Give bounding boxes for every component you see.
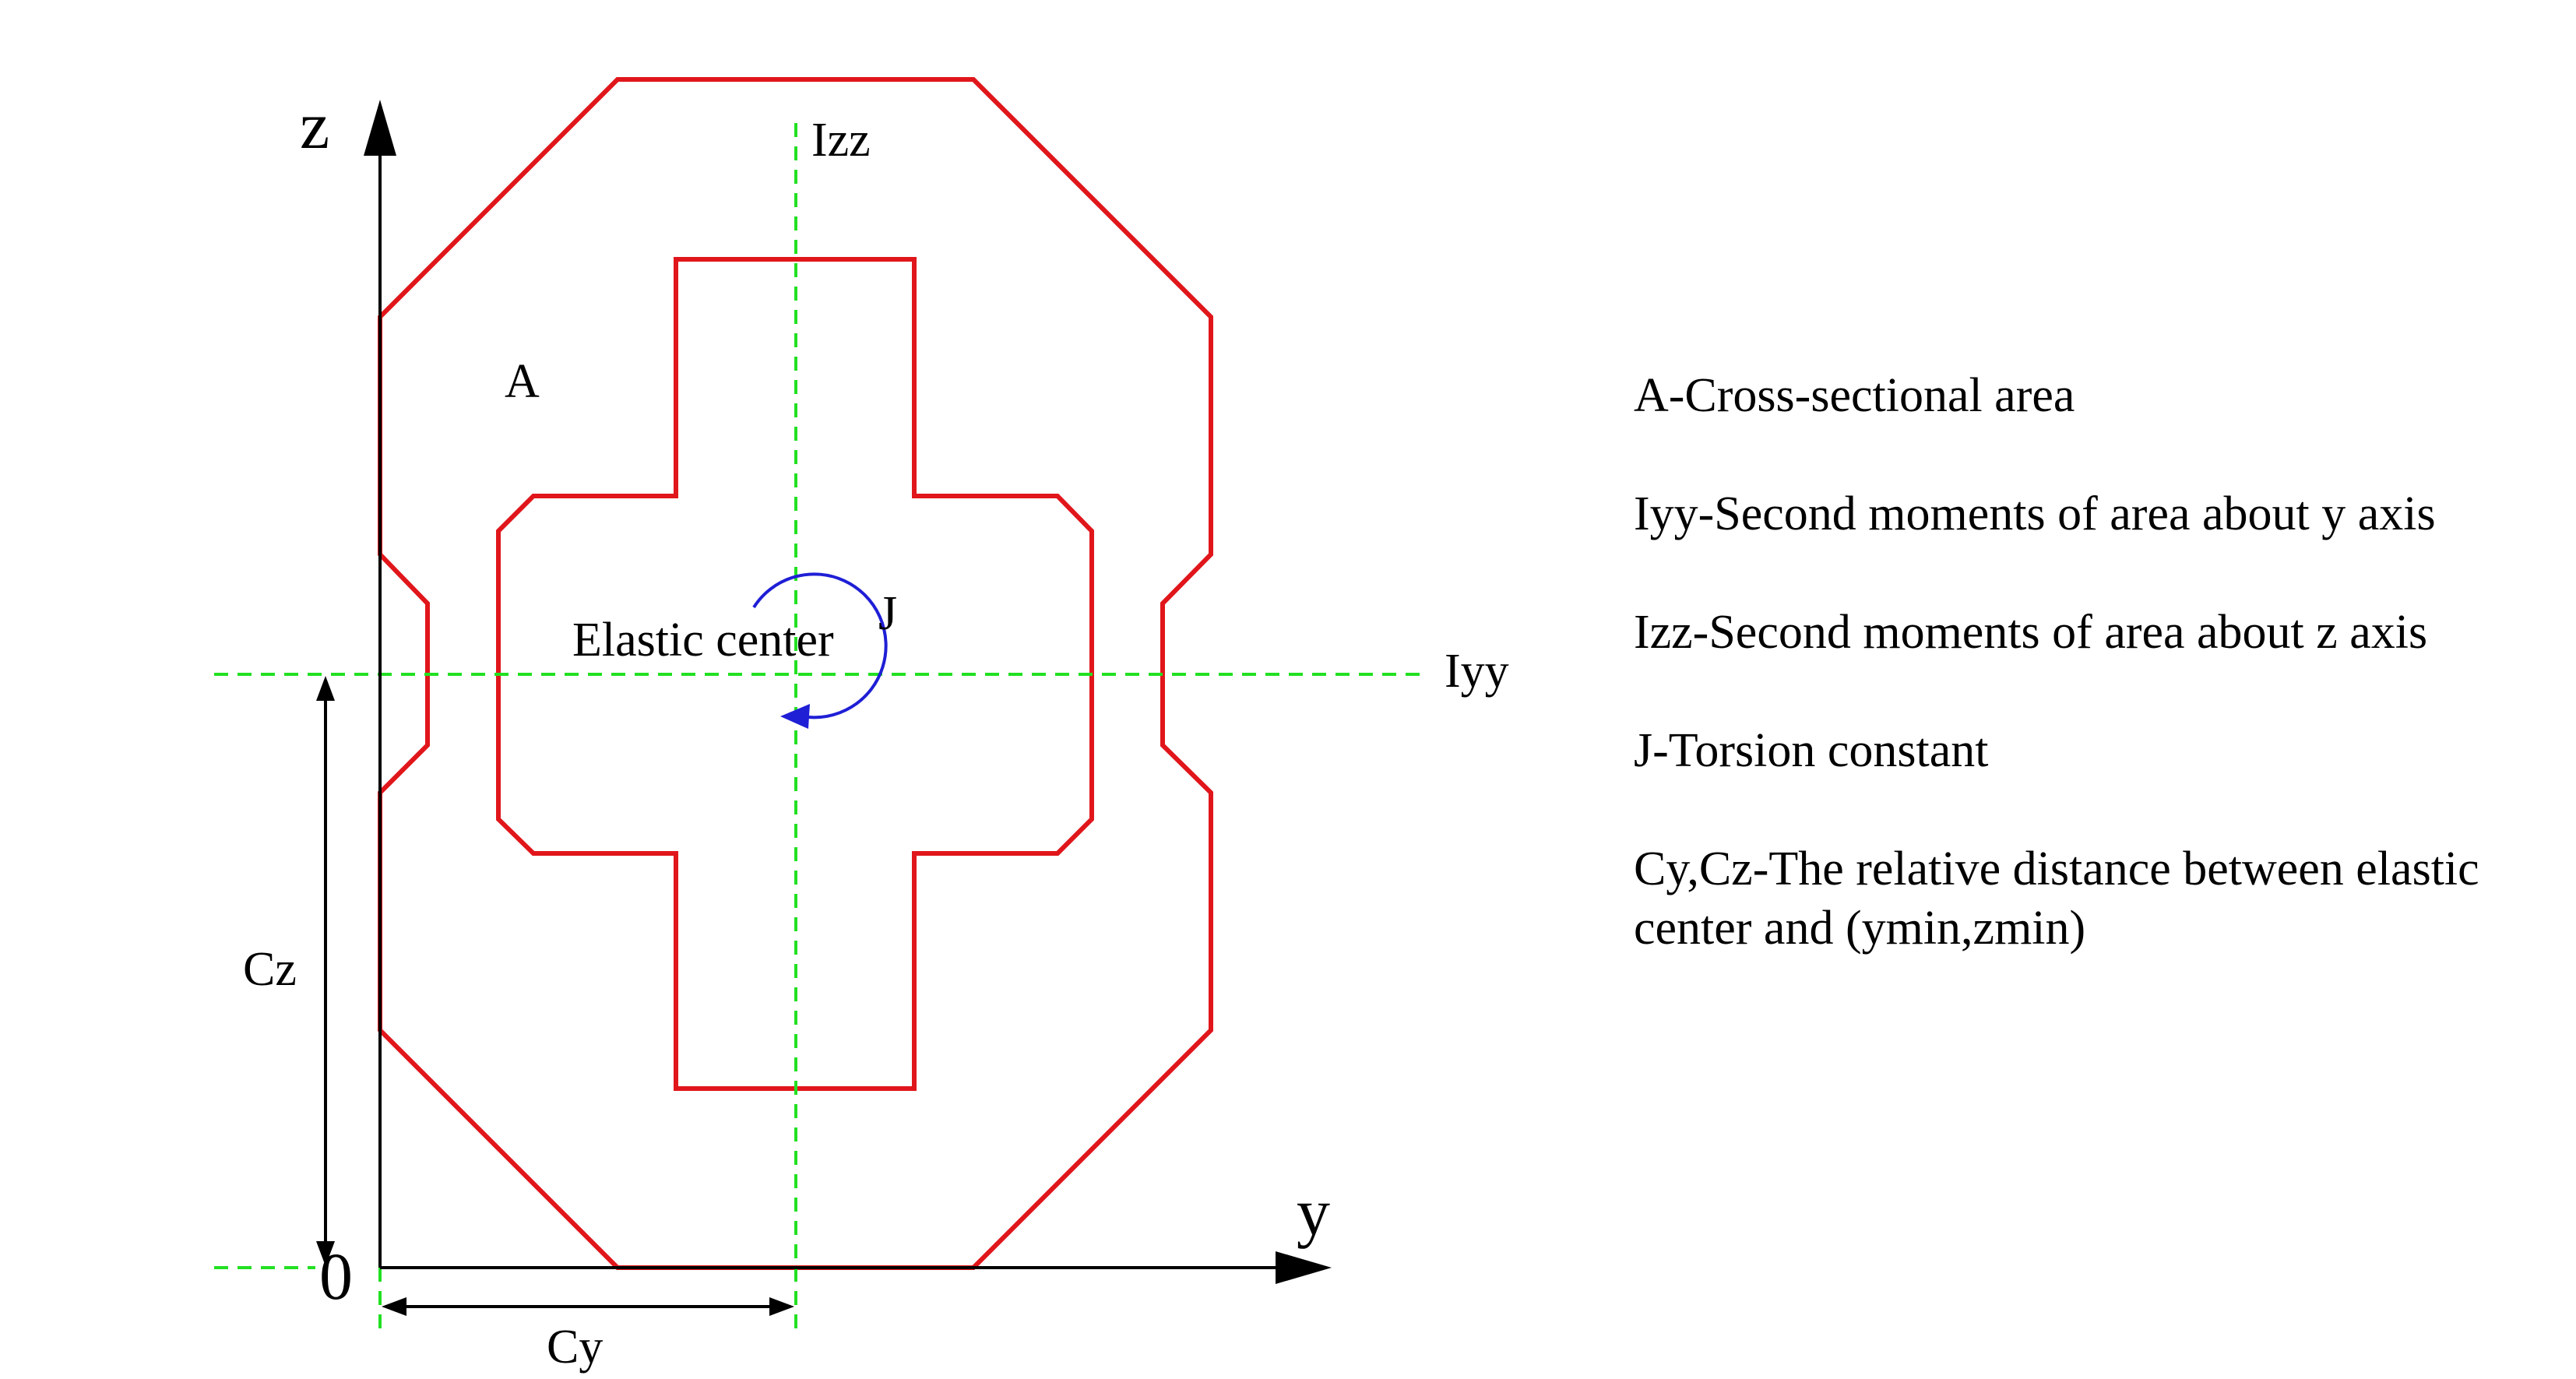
legend-item-iyy: Iyy-Second moments of area about y axis [1634, 487, 2436, 540]
cy-arrow-left [382, 1297, 406, 1316]
cz-label: Cz [243, 943, 297, 996]
legend-item-torsion: J-Torsion constant [1634, 724, 1989, 777]
z-axis-label: z [300, 88, 329, 163]
origin-label: 0 [319, 1239, 353, 1314]
cy-label: Cy [547, 1321, 603, 1374]
cz-arrow-bottom [316, 1241, 335, 1266]
y-axis-arrowhead [1276, 1251, 1332, 1284]
legend-item-cy-cz: Cy,Cz-The relative distance between elas… [1634, 843, 2479, 955]
legend-item-izz: Izz-Second moments of area about z axis [1634, 606, 2428, 659]
legend-item-area: A-Cross-sectional area [1634, 369, 2075, 422]
iyy-label: Iyy [1445, 645, 1509, 698]
legend: A-Cross-sectional area Iyy-Second moment… [1634, 366, 2560, 1017]
y-axis-label: y [1297, 1174, 1330, 1249]
elastic-center-label: Elastic center [572, 614, 834, 667]
torsion-label: J [878, 587, 897, 640]
inner-opening-outline [496, 257, 1094, 1091]
izz-label: Izz [811, 114, 871, 167]
torsion-arrow-arc [752, 572, 888, 719]
cz-arrow-top [316, 676, 335, 701]
torsion-arrowhead [780, 704, 810, 729]
cy-arrow-right [769, 1297, 794, 1316]
z-axis-arrowhead [364, 100, 396, 156]
area-label: A [505, 355, 540, 408]
